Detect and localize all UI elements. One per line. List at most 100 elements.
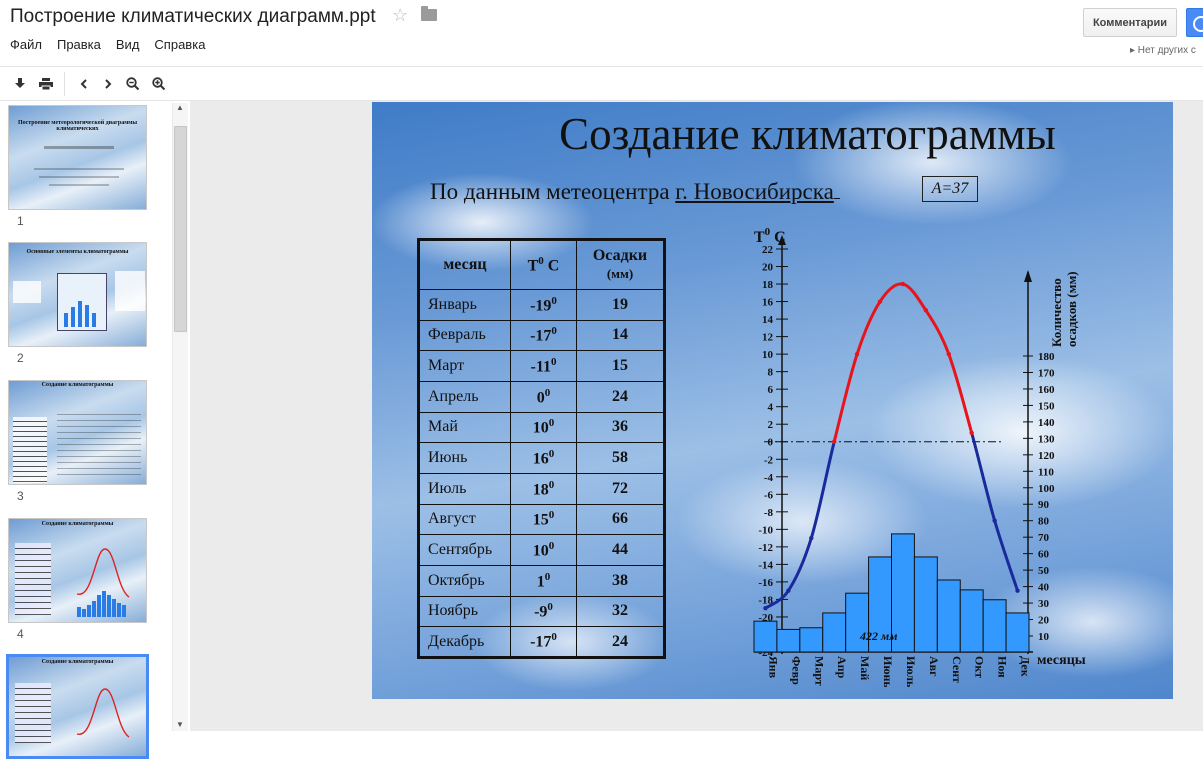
month-tick-label: Окт bbox=[973, 656, 987, 678]
slide-thumbnail-5[interactable]: Создание климатограммы bbox=[6, 654, 149, 759]
cell-month: Май bbox=[418, 411, 511, 444]
cell-temp: 150 bbox=[510, 503, 577, 536]
temperature-point bbox=[763, 605, 768, 611]
header-month: месяц bbox=[418, 239, 511, 290]
top-bar: Построение климатических диаграмм.ppt ☆ … bbox=[0, 0, 1203, 66]
cell-month: Апрель bbox=[418, 380, 511, 413]
slides-panel: Построение метеорологической диаграммы к… bbox=[0, 101, 190, 759]
temperature-point bbox=[992, 518, 997, 523]
left-tick-label: -10 bbox=[758, 524, 773, 536]
climate-data-table: месяц T0 С Осадки (мм) Январь -190 19 Феврал… bbox=[417, 238, 666, 659]
cell-precipitation: 15 bbox=[576, 350, 665, 382]
comments-button[interactable]: Комментарии bbox=[1083, 8, 1177, 37]
cell-month: Март bbox=[418, 350, 511, 382]
precipitation-bar bbox=[959, 589, 984, 653]
month-tick-label: Апр bbox=[835, 656, 849, 679]
slide-subtitle: По данным метеоцентра г. Новосибирска bbox=[430, 179, 840, 205]
climatogram-chart: 2220181614121086420-2-4-6-8-10-12-14-16-… bbox=[753, 226, 1086, 687]
amplitude-box: A=37 bbox=[922, 176, 978, 202]
slide-thumbnail-1[interactable]: Построение метеорологической диаграммы к… bbox=[8, 105, 147, 210]
cell-month: Сентябрь bbox=[418, 534, 511, 566]
right-axis-arrow bbox=[1024, 270, 1032, 282]
month-tick-label: Июль bbox=[904, 656, 918, 687]
slide-number: 3 bbox=[17, 489, 24, 503]
temperature-point bbox=[854, 351, 860, 357]
subtitle-prefix: По данным метеоцентра bbox=[430, 179, 676, 204]
scrollbar-thumb[interactable] bbox=[174, 126, 187, 332]
left-tick-label: 12 bbox=[762, 332, 774, 344]
right-tick-label: 100 bbox=[1038, 483, 1055, 495]
right-tick-label: 80 bbox=[1038, 516, 1050, 528]
right-tick-label: 40 bbox=[1038, 582, 1050, 594]
folder-icon[interactable] bbox=[421, 6, 437, 21]
temperature-point bbox=[900, 281, 906, 287]
share-button[interactable] bbox=[1186, 8, 1203, 37]
temperature-point bbox=[946, 351, 951, 357]
table-row: Сентябрь 100 44 bbox=[418, 534, 665, 566]
zoom-out-icon[interactable] bbox=[122, 73, 144, 95]
left-tick-label: -4 bbox=[764, 472, 774, 484]
next-icon[interactable] bbox=[97, 73, 119, 95]
cell-temp: -110 bbox=[510, 350, 577, 382]
menu-bar: Файл Правка Вид Справка bbox=[10, 37, 205, 52]
slide-thumbnail-4[interactable]: Создание климатограммы bbox=[8, 518, 147, 623]
left-tick-label: 6 bbox=[768, 384, 774, 396]
cell-temp: 100 bbox=[510, 534, 577, 566]
menu-edit[interactable]: Правка bbox=[56, 37, 101, 52]
document-title[interactable]: Построение климатических диаграмм.ppt bbox=[10, 6, 376, 27]
cell-precipitation: 36 bbox=[576, 411, 665, 444]
scroll-up-icon[interactable]: ▲ bbox=[176, 103, 184, 112]
slide-thumbnail-3[interactable]: Создание климатограммы bbox=[8, 380, 147, 485]
table-header-row: месяц T0 С Осадки (мм) bbox=[418, 239, 665, 290]
precipitation-bar bbox=[799, 627, 824, 653]
month-tick-label: Сент bbox=[950, 656, 964, 683]
precipitation-bar bbox=[845, 592, 870, 653]
menu-file[interactable]: Файл bbox=[10, 37, 42, 52]
cell-temp: 100 bbox=[510, 411, 577, 444]
temperature-point bbox=[786, 588, 791, 593]
header-temp: T0 С bbox=[510, 239, 577, 290]
slide-number: 2 bbox=[17, 351, 24, 365]
x-axis-label: месяцы bbox=[1037, 653, 1086, 668]
cell-month: Январь bbox=[418, 289, 511, 321]
prev-icon[interactable] bbox=[73, 73, 95, 95]
right-tick-label: 120 bbox=[1038, 450, 1055, 462]
temperature-curve-cold-start bbox=[764, 441, 836, 610]
left-tick-label: 0 bbox=[768, 437, 774, 449]
right-tick-label: 110 bbox=[1038, 466, 1054, 478]
month-tick-label: Май bbox=[858, 656, 872, 680]
month-tick-label: Июнь bbox=[881, 656, 895, 687]
right-tick-label: 50 bbox=[1038, 565, 1050, 577]
menu-view[interactable]: Вид bbox=[115, 37, 140, 52]
print-icon[interactable] bbox=[35, 73, 57, 95]
table-row: Октябрь 10 38 bbox=[418, 564, 665, 597]
cell-precipitation: 19 bbox=[576, 289, 665, 321]
cell-precipitation: 38 bbox=[576, 564, 665, 597]
table-row: Май 100 36 bbox=[418, 411, 665, 444]
month-tick-label: Янв bbox=[766, 656, 780, 679]
cell-temp: -170 bbox=[510, 626, 577, 658]
precipitation-bar bbox=[776, 628, 801, 653]
cell-temp: 180 bbox=[510, 472, 577, 505]
left-tick-label: 4 bbox=[768, 402, 774, 414]
right-tick-label: 70 bbox=[1038, 532, 1050, 544]
menu-help[interactable]: Справка bbox=[154, 37, 206, 52]
download-icon[interactable] bbox=[9, 73, 31, 95]
cell-month: Ноябрь bbox=[418, 595, 511, 628]
left-tick-label: 2 bbox=[768, 419, 774, 431]
scroll-down-icon[interactable]: ▼ bbox=[176, 720, 184, 729]
left-tick-label: -18 bbox=[758, 594, 773, 606]
cell-month: Август bbox=[418, 503, 511, 536]
left-tick-label: -6 bbox=[764, 489, 774, 501]
slide-thumbnail-2[interactable]: Основные элементы климатограммы bbox=[8, 242, 147, 347]
cell-precipitation: 72 bbox=[576, 472, 665, 505]
precipitation-bar bbox=[753, 620, 778, 653]
month-tick-label: Март bbox=[812, 656, 826, 686]
cell-month: Февраль bbox=[418, 319, 511, 352]
star-icon[interactable]: ☆ bbox=[392, 5, 409, 25]
zoom-in-icon[interactable] bbox=[148, 73, 170, 95]
precipitation-bar bbox=[913, 556, 938, 653]
month-tick-label: Дек bbox=[1019, 656, 1033, 677]
cell-precipitation: 66 bbox=[576, 503, 665, 536]
cell-precipitation: 24 bbox=[576, 380, 665, 413]
